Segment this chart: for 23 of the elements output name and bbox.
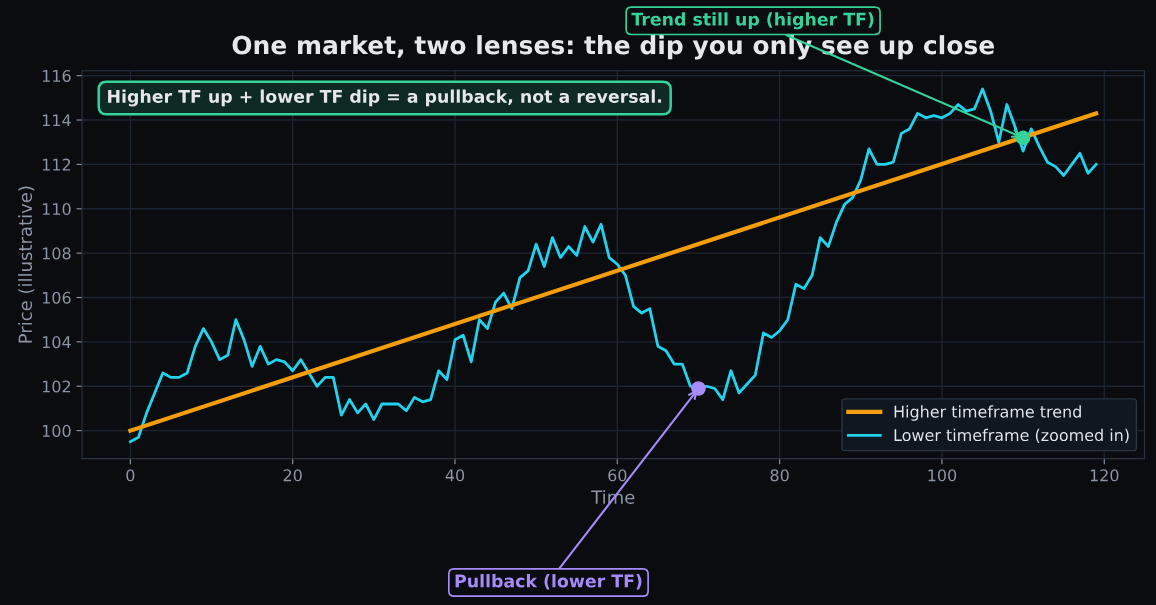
- annotation: Trend still up (higher TF): [631, 12, 874, 30]
- x-tick-label: 60: [608, 469, 627, 482]
- chart-title: One market, two lenses: the dip you only see up close: [232, 35, 995, 60]
- y-tick-label: 114: [42, 114, 71, 127]
- x-tick-label: 100: [928, 469, 957, 482]
- x-tick-label: 80: [770, 469, 789, 482]
- y-tick-label: 102: [42, 380, 71, 393]
- y-axis-title: Price (illustrative): [18, 186, 35, 343]
- y-tick-label: 106: [42, 291, 71, 304]
- legend-label: Higher timeframe trend: [894, 405, 1081, 421]
- x-tick-label: 120: [1090, 469, 1119, 482]
- annotation: Pullback (lower TF): [455, 574, 642, 590]
- x-tick-label: 20: [283, 469, 302, 482]
- legend-label: Lower timeframe (zoomed in): [894, 428, 1129, 443]
- y-tick-label: 104: [42, 336, 71, 349]
- y-tick-label: 110: [42, 202, 71, 216]
- y-tick-label: 112: [42, 158, 71, 171]
- y-tick-label: 116: [42, 69, 71, 82]
- x-tick-label: 0: [126, 469, 135, 482]
- annotation: Higher TF up + lower TF dip = a pullback, not a reversal.: [108, 89, 662, 107]
- x-tick-label: 40: [445, 469, 465, 482]
- y-tick-label: 100: [42, 424, 71, 437]
- y-tick-label: 108: [42, 247, 71, 260]
